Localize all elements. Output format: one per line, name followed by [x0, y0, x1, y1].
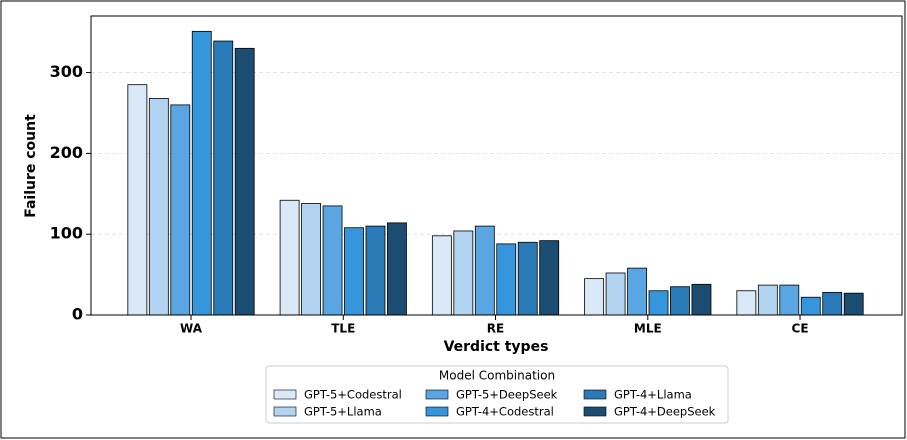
- bar: [539, 240, 560, 316]
- legend-swatch: [425, 406, 449, 417]
- y-tick-label: 100: [50, 224, 83, 243]
- bar: [584, 278, 605, 316]
- bar: [234, 47, 255, 316]
- legend-label: GPT-5+Llama: [304, 405, 382, 419]
- bar: [453, 230, 474, 316]
- legend-label: GPT-5+Codestral: [304, 388, 402, 402]
- legend-label: GPT-4+Codestral: [456, 405, 554, 419]
- bar: [387, 222, 407, 316]
- bar: [648, 290, 669, 316]
- bar: [496, 243, 517, 316]
- bar: [822, 291, 843, 316]
- legend-swatch: [273, 406, 297, 417]
- bar: [670, 286, 690, 316]
- bar: [843, 292, 864, 316]
- bar: [736, 290, 757, 316]
- y-axis-label: Failure count: [23, 114, 39, 218]
- legend-box: [265, 365, 729, 424]
- bar: [279, 199, 300, 316]
- bar: [627, 267, 647, 316]
- bar: [474, 225, 495, 316]
- bar: [127, 84, 148, 316]
- y-tick-label: 200: [50, 143, 83, 162]
- x-tick-label: WA: [180, 322, 203, 336]
- bar: [191, 30, 212, 316]
- x-tick-label: TLE: [331, 322, 355, 336]
- plot-frame: [90, 15, 903, 316]
- legend-label: GPT-4+Llama: [614, 388, 692, 402]
- bar: [757, 284, 778, 316]
- bar: [431, 235, 452, 316]
- bar: [322, 205, 343, 316]
- bar: [779, 284, 800, 316]
- bar: [517, 241, 538, 316]
- bar: [605, 272, 626, 316]
- bar: [365, 225, 386, 316]
- bar: [800, 296, 821, 316]
- x-tick-label: CE: [792, 322, 809, 336]
- x-tick-label: MLE: [634, 322, 662, 336]
- legend-swatch: [583, 389, 607, 400]
- bar: [213, 40, 234, 316]
- legend: Model Combination GPT-5+Codestral GPT-5+Ll…: [265, 365, 729, 424]
- bar: [301, 203, 321, 316]
- x-tick-label: RE: [487, 322, 504, 336]
- legend-label: GPT-4+DeepSeek: [614, 405, 716, 419]
- legend-swatch: [425, 389, 449, 400]
- legend-swatch: [583, 406, 607, 417]
- x-axis-label: Verdict types: [444, 339, 549, 355]
- bar: [170, 104, 191, 316]
- y-tick-label: 0: [72, 305, 83, 324]
- bar: [691, 283, 712, 316]
- y-tick-label: 300: [50, 62, 83, 81]
- legend-swatch: [273, 389, 297, 400]
- legend-title: Model Combination: [439, 369, 555, 383]
- bar: [148, 98, 169, 316]
- bar: [344, 227, 364, 316]
- legend-label: GPT-5+DeepSeek: [456, 388, 558, 402]
